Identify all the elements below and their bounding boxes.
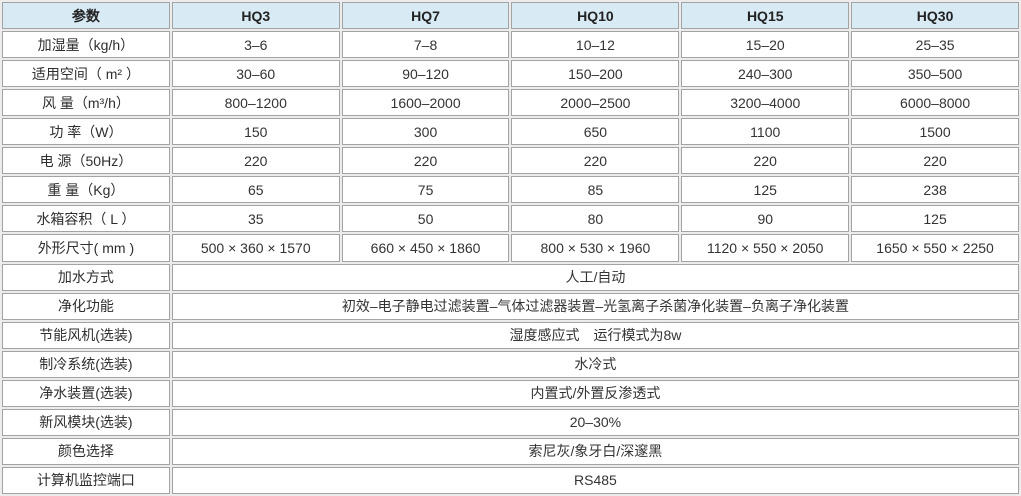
spec-cell: 220: [511, 147, 680, 175]
column-header-hq7: HQ7: [341, 2, 510, 29]
column-header-hq10: HQ10: [511, 2, 680, 29]
row-label: 颜色选择: [2, 437, 170, 465]
spec-cell: 650: [511, 118, 680, 146]
spec-cell: 6000–8000: [851, 89, 1019, 117]
table-row-humidify-capacity: 加湿量（kg/h） 3–6 7–8 10–12 15–20 25–35: [2, 31, 1019, 59]
row-label: 加湿量（kg/h）: [2, 31, 170, 59]
table-row-water-filling: 加水方式 人工/自动: [2, 263, 1019, 291]
spec-cell: 1600–2000: [341, 89, 510, 117]
table-row-monitor-port: 计算机监控端口 RS485: [2, 466, 1019, 494]
spec-cell: 125: [681, 176, 850, 204]
spec-cell: 500 × 360 × 1570: [171, 234, 340, 262]
spec-cell: 660 × 450 × 1860: [341, 234, 510, 262]
row-label: 新风模块(选装): [2, 408, 170, 436]
spec-cell: 65: [171, 176, 340, 204]
column-header-hq3: HQ3: [171, 2, 340, 29]
table-row-water-purifier: 净水装置(选装) 内置式/外置反渗透式: [2, 379, 1019, 407]
spec-cell: 30–60: [171, 60, 340, 88]
row-label: 净水装置(选装): [2, 379, 170, 407]
table-row-tank-capacity: 水箱容积（ L ） 35 50 80 90 125: [2, 205, 1019, 233]
row-label: 节能风机(选装): [2, 321, 170, 349]
span-value-cell: 索尼灰/象牙白/深邃黑: [171, 437, 1019, 465]
table-row-eco-fan: 节能风机(选装) 湿度感应式 运行模式为8w: [2, 321, 1019, 349]
span-value-cell: 初效–电子静电过滤装置–气体过滤器装置–光氢离子杀菌净化装置–负离子净化装置: [171, 292, 1019, 320]
span-value-cell: 人工/自动: [171, 263, 1019, 291]
spec-cell: 350–500: [851, 60, 1019, 88]
table-row-fresh-air-module: 新风模块(选装) 20–30%: [2, 408, 1019, 436]
header-row: 参数 HQ3 HQ7 HQ10 HQ15 HQ30: [2, 2, 1019, 29]
spec-cell: 220: [171, 147, 340, 175]
table-row-color-options: 颜色选择 索尼灰/象牙白/深邃黑: [2, 437, 1019, 465]
row-label: 电 源（50Hz）: [2, 147, 170, 175]
spec-cell: 125: [851, 205, 1019, 233]
spec-cell: 1120 × 550 × 2050: [681, 234, 850, 262]
span-value-cell: RS485: [171, 466, 1019, 494]
column-header-param: 参数: [2, 2, 170, 29]
table-row-cooling-system: 制冷系统(选装) 水冷式: [2, 350, 1019, 378]
row-label: 制冷系统(选装): [2, 350, 170, 378]
spec-cell: 10–12: [511, 31, 680, 59]
table-row-applicable-space: 适用空间（ m² ） 30–60 90–120 150–200 240–300 …: [2, 60, 1019, 88]
table-row-air-volume: 风 量（m³/h） 800–1200 1600–2000 2000–2500 3…: [2, 89, 1019, 117]
table-row-power: 功 率（W） 150 300 650 1100 1500: [2, 118, 1019, 146]
span-value-cell: 水冷式: [171, 350, 1019, 378]
spec-cell: 800 × 530 × 1960: [511, 234, 680, 262]
spec-cell: 3–6: [171, 31, 340, 59]
row-label: 净化功能: [2, 292, 170, 320]
spec-cell: 150–200: [511, 60, 680, 88]
spec-cell: 3200–4000: [681, 89, 850, 117]
spec-cell: 80: [511, 205, 680, 233]
spec-cell: 220: [681, 147, 850, 175]
spec-cell: 1650 × 550 × 2250: [851, 234, 1019, 262]
table-row-dimensions: 外形尺寸( mm ) 500 × 360 × 1570 660 × 450 × …: [2, 234, 1019, 262]
table-row-power-supply: 电 源（50Hz） 220 220 220 220 220: [2, 147, 1019, 175]
spec-cell: 2000–2500: [511, 89, 680, 117]
table-row-purification: 净化功能 初效–电子静电过滤装置–气体过滤器装置–光氢离子杀菌净化装置–负离子净…: [2, 292, 1019, 320]
spec-cell: 35: [171, 205, 340, 233]
spec-cell: 220: [851, 147, 1019, 175]
span-value-cell: 内置式/外置反渗透式: [171, 379, 1019, 407]
spec-cell: 50: [341, 205, 510, 233]
span-value-cell: 湿度感应式 运行模式为8w: [171, 321, 1019, 349]
spec-cell: 75: [341, 176, 510, 204]
spec-cell: 1500: [851, 118, 1019, 146]
spec-cell: 1100: [681, 118, 850, 146]
row-label: 水箱容积（ L ）: [2, 205, 170, 233]
column-header-hq30: HQ30: [851, 2, 1019, 29]
spec-cell: 238: [851, 176, 1019, 204]
row-label: 计算机监控端口: [2, 466, 170, 494]
spec-cell: 25–35: [851, 31, 1019, 59]
row-label: 加水方式: [2, 263, 170, 291]
row-label: 适用空间（ m² ）: [2, 60, 170, 88]
spec-cell: 300: [341, 118, 510, 146]
spec-cell: 7–8: [341, 31, 510, 59]
spec-cell: 800–1200: [171, 89, 340, 117]
table-row-weight: 重 量（Kg） 65 75 85 125 238: [2, 176, 1019, 204]
row-label: 重 量（Kg）: [2, 176, 170, 204]
row-label: 外形尺寸( mm ): [2, 234, 170, 262]
spec-cell: 85: [511, 176, 680, 204]
row-label: 功 率（W）: [2, 118, 170, 146]
span-value-cell: 20–30%: [171, 408, 1019, 436]
spec-cell: 240–300: [681, 60, 850, 88]
spec-cell: 220: [341, 147, 510, 175]
spec-cell: 90: [681, 205, 850, 233]
spec-cell: 90–120: [341, 60, 510, 88]
row-label: 风 量（m³/h）: [2, 89, 170, 117]
spec-cell: 150: [171, 118, 340, 146]
spec-cell: 15–20: [681, 31, 850, 59]
column-header-hq15: HQ15: [681, 2, 850, 29]
